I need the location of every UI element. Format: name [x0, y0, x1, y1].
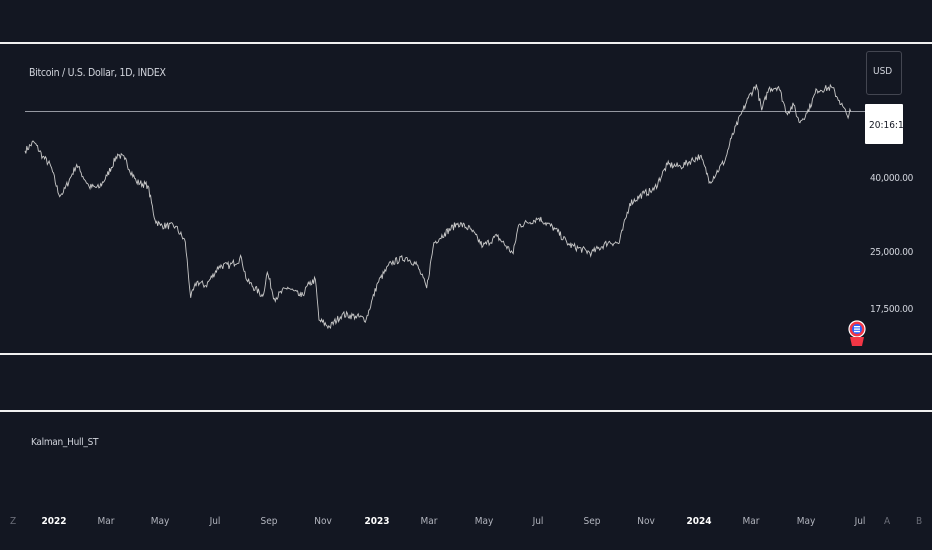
x-axis-tick-label: 2022: [41, 516, 67, 527]
indicator-pane-top-border: [0, 410, 932, 412]
x-axis-tick-label: Mar: [742, 516, 760, 527]
last-price-badge: 20:16:17: [865, 104, 909, 144]
time-axis-right-button-a[interactable]: A: [884, 516, 891, 527]
chart-pane-top-border: [0, 42, 932, 44]
symbol-title[interactable]: Bitcoin / U.S. Dollar, 1D, INDEX: [29, 67, 166, 79]
x-axis-tick-label: Jul: [209, 516, 221, 527]
x-axis-tick-label: May: [474, 516, 494, 527]
x-axis-tick-label: Sep: [260, 516, 278, 527]
price-series-line: [24, 83, 852, 330]
time-axis-right-button-b[interactable]: B: [916, 516, 923, 527]
x-axis-tick-label: 2023: [364, 516, 390, 527]
bar-countdown: 20:16:17: [869, 120, 910, 131]
news-flag-icon[interactable]: [848, 313, 866, 349]
pane-separator[interactable]: [0, 353, 932, 355]
x-axis-tick-label: Jul: [854, 516, 866, 527]
y-axis-tick-label: 25,000.00: [870, 247, 914, 259]
x-axis-tick-label: Sep: [583, 516, 601, 527]
time-axis-left-button[interactable]: Z: [10, 516, 17, 527]
x-axis-tick-label: Mar: [97, 516, 115, 527]
currency-button[interactable]: USD: [866, 51, 902, 95]
x-axis-tick-label: Nov: [314, 516, 332, 527]
y-axis-tick-label: 40,000.00: [870, 172, 914, 184]
x-axis-tick-label: May: [150, 516, 170, 527]
y-axis-tick-label: 17,500.00: [870, 303, 914, 315]
indicator-title[interactable]: Kalman_Hull_ST: [31, 437, 99, 448]
x-axis-tick-label: Mar: [420, 516, 438, 527]
x-axis-tick-label: May: [796, 516, 816, 527]
x-axis-tick-label: 2024: [686, 516, 712, 527]
x-axis-tick-label: Nov: [637, 516, 655, 527]
x-axis-tick-label: Jul: [532, 516, 544, 527]
